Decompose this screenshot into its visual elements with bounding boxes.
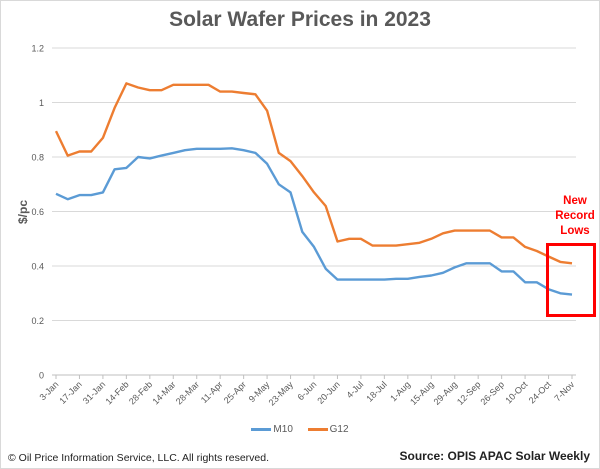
source-label: Source: OPIS APAC Solar Weekly: [399, 449, 590, 463]
x-tick-label: 14-Mar: [150, 379, 177, 406]
copyright-notice: © Oil Price Information Service, LLC. Al…: [8, 452, 269, 464]
series-line-m10: [55, 147, 573, 296]
legend: M10 G12: [0, 424, 600, 435]
x-tick-label: 15-Aug: [408, 379, 436, 407]
x-tick-label: 7-Nov: [552, 379, 576, 403]
y-tick-label: 0.2: [31, 316, 44, 326]
x-tick-label: 18-Jul: [364, 379, 388, 403]
chart-title: Solar Wafer Prices in 2023: [169, 8, 431, 31]
x-tick-label: 4-Jul: [344, 379, 365, 400]
x-tick-label: 11-Apr: [199, 379, 225, 405]
y-tick-label: 0: [39, 371, 44, 381]
legend-swatch-m10: [251, 428, 272, 431]
gridlines: [52, 47, 576, 376]
legend-label-m10: M10: [273, 424, 293, 435]
y-axis-label: $/pc: [16, 200, 30, 224]
x-tick-label: 31-Jan: [81, 379, 108, 406]
y-tick-label: 0.8: [31, 153, 44, 163]
legend-swatch-g12: [307, 428, 328, 431]
legend-item-g12: G12: [307, 424, 349, 435]
series-lines: [54, 82, 573, 296]
x-tick-label: 25-Apr: [222, 379, 248, 405]
record-lows-annotation: New Record Lows: [545, 194, 600, 239]
x-tick-label: 26-Sep: [478, 379, 506, 407]
x-tick-label: 28-Mar: [174, 379, 201, 406]
y-tick-label: 0.4: [31, 262, 44, 272]
annotation-line-1: New: [563, 195, 587, 207]
x-axis-ticks: 3-Jan17-Jan31-Jan14-Feb28-Feb14-Mar28-Ma…: [37, 375, 577, 408]
annotation-line-3: Lows: [560, 225, 590, 237]
legend-label-g12: G12: [329, 424, 349, 435]
x-tick-label: 10-Oct: [503, 379, 530, 406]
legend-item-m10: M10: [251, 424, 293, 435]
y-axis-ticks: 0 0.2 0.4 0.6 0.8 1 1.2: [31, 44, 44, 381]
x-tick-label: 29-Aug: [432, 379, 460, 407]
x-tick-label: 14-Feb: [104, 379, 131, 406]
x-tick-label: 17-Jan: [57, 379, 84, 406]
y-tick-label: 1.2: [31, 44, 44, 54]
y-tick-label: 1: [39, 98, 44, 108]
x-tick-label: 28-Feb: [127, 379, 154, 406]
y-tick-label: 0.6: [31, 207, 44, 217]
x-tick-label: 12-Sep: [455, 379, 483, 407]
annotation-line-2: Record: [555, 210, 595, 222]
x-tick-label: 23-May: [267, 379, 296, 408]
series-line-g12: [54, 82, 573, 265]
record-lows-highlight-box: [546, 243, 596, 317]
x-tick-label: 20-Jun: [315, 379, 342, 406]
x-tick-label: 24-Oct: [527, 379, 554, 406]
